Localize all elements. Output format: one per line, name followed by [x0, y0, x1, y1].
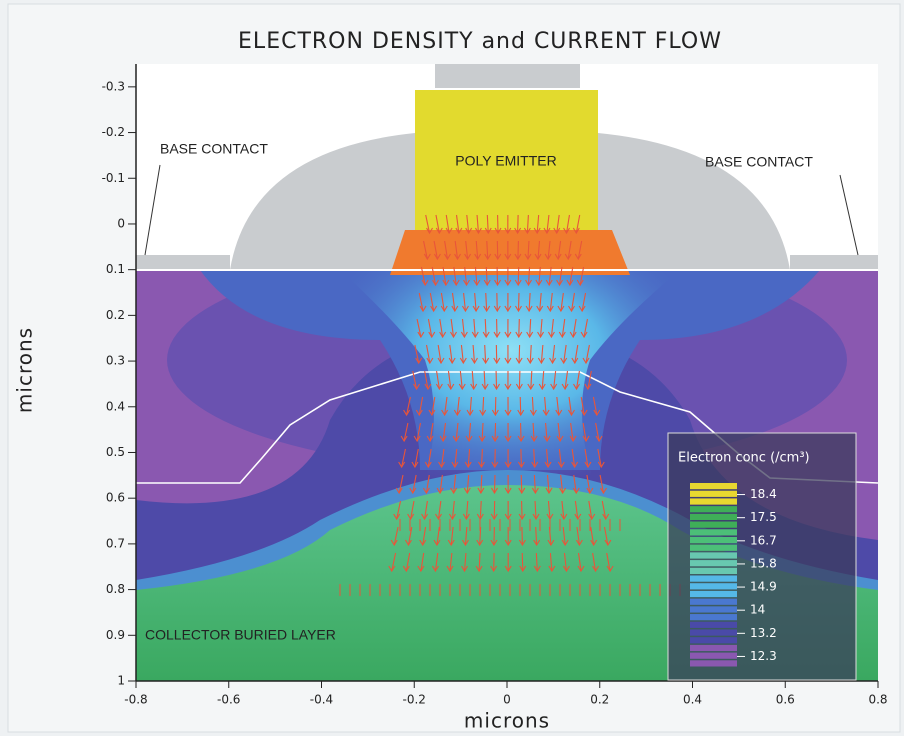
colorbar-swatch: [690, 599, 737, 605]
metal: [435, 64, 580, 88]
x-tick-label: -0.2: [403, 693, 426, 707]
page: ELECTRON DENSITY and CURRENT FLOW -0.3 -0…: [0, 0, 904, 736]
current-arrow: [522, 501, 523, 519]
colorbar-swatch: [690, 591, 737, 597]
y-tick-label: 0.4: [106, 399, 125, 413]
colorbar-tick-label: 13.2: [750, 626, 777, 640]
colorbar-swatch: [690, 606, 737, 612]
current-arrow: [520, 397, 521, 415]
x-tick-label: -0.4: [310, 693, 333, 707]
x-tick-label: -0.6: [217, 693, 240, 707]
y-tick-label: 0.9: [106, 628, 125, 642]
base-contact: [136, 255, 230, 270]
colorbar-swatch: [690, 614, 737, 620]
y-tick-label: -0.1: [102, 171, 125, 185]
x-tick-label: -0.8: [124, 693, 147, 707]
colorbar-tick-label: 17.5: [750, 510, 777, 524]
x-tick-label: 0.2: [590, 693, 609, 707]
y-tick-label: 0: [117, 216, 125, 230]
colorbar-swatch: [690, 491, 737, 497]
chart: ELECTRON DENSITY and CURRENT FLOW -0.3 -0…: [0, 0, 904, 736]
annotation: POLY EMITTER: [455, 153, 556, 169]
y-tick-label: 0.6: [106, 491, 125, 505]
chart-title: ELECTRON DENSITY and CURRENT FLOW: [238, 29, 722, 54]
x-axis-label: microns: [464, 709, 550, 733]
colorbar-swatch: [690, 645, 737, 651]
x-tick-label: 0.8: [868, 693, 887, 707]
current-arrow: [518, 293, 519, 311]
colorbar-swatch: [690, 552, 737, 558]
colorbar-tick-label: 18.4: [750, 487, 777, 501]
colorbar-swatch: [690, 498, 737, 504]
colorbar-swatch: [690, 560, 737, 566]
current-arrow: [518, 241, 519, 259]
annotation: BASE CONTACT: [160, 141, 268, 157]
colorbar-swatch: [690, 537, 737, 543]
colorbar-swatch: [690, 514, 737, 520]
legend: Electron conc (/cm³) 18.4 17.5 16.7 15.8 14.…: [668, 433, 856, 680]
y-axis-label: microns: [13, 327, 37, 413]
colorbar-tick-label: 14: [750, 603, 765, 617]
colorbar-swatch: [690, 522, 737, 528]
legend-title: Electron conc (/cm³): [678, 451, 810, 466]
colorbar-swatch: [690, 529, 737, 535]
y-tick-label: 0.8: [106, 582, 125, 596]
colorbar-tick-label: 16.7: [750, 533, 777, 547]
colorbar-tick-label: 15.8: [750, 556, 777, 570]
colorbar-tick-label: 12.3: [750, 649, 777, 663]
colorbar-swatch: [690, 653, 737, 659]
y-tick-label: -0.2: [102, 125, 125, 139]
colorbar-swatch: [690, 583, 737, 589]
colorbar-swatch: [690, 545, 737, 551]
y-tick-label: 0.5: [106, 445, 125, 459]
current-arrow: [519, 345, 520, 363]
y-tick-label: -0.3: [102, 79, 125, 93]
colorbar-swatch: [690, 622, 737, 628]
current-arrow: [519, 371, 520, 389]
annotation: BASE CONTACT: [705, 154, 813, 170]
base-contact: [790, 255, 878, 270]
current-arrow: [521, 423, 522, 441]
colorbar-swatch: [690, 629, 737, 635]
colorbar-swatch: [690, 483, 737, 489]
colorbar-swatch: [690, 660, 737, 666]
current-arrow: [519, 319, 520, 337]
x-tick-label: 0.6: [776, 693, 795, 707]
colorbar-swatch: [690, 637, 737, 643]
y-tick-label: 0.7: [106, 536, 125, 550]
current-arrow: [522, 553, 523, 571]
y-tick-label: 0.3: [106, 354, 125, 368]
colorbar-tick-label: 14.9: [750, 580, 777, 594]
x-tick-label: 0: [503, 693, 511, 707]
x-tick-label: 0.4: [683, 693, 702, 707]
current-arrow: [522, 527, 523, 545]
current-arrow: [521, 475, 522, 493]
y-tick-label: 0.1: [106, 262, 125, 276]
current-arrow: [521, 449, 522, 467]
y-tick-label: 0.2: [106, 308, 125, 322]
colorbar-swatch: [690, 506, 737, 512]
current-arrow: [518, 267, 519, 285]
y-tick-label: 1: [117, 674, 125, 688]
annotation: COLLECTOR BURIED LAYER: [145, 627, 336, 643]
current-arrow: [518, 215, 519, 233]
colorbar-swatch: [690, 568, 737, 574]
colorbar-swatch: [690, 576, 737, 582]
